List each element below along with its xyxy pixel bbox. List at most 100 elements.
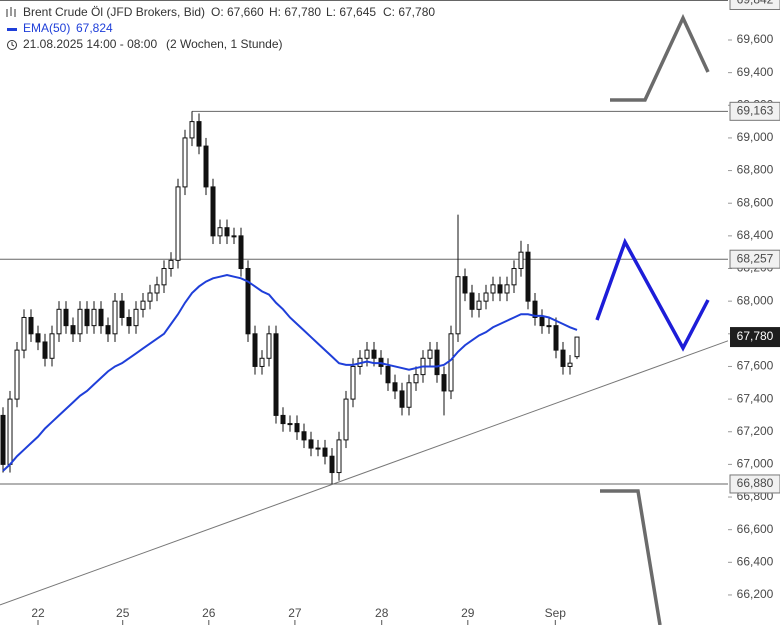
candle-body [350,365,356,400]
candle-body [294,423,300,433]
instrument-title: Brent Crude Öl (JFD Brokers, Bid) [23,5,205,19]
level-label: 69,842 [737,0,774,7]
level-label: 66,880 [737,476,774,490]
candle-body [217,227,223,237]
candle-body [105,325,111,335]
candle-body [238,235,244,270]
candle-body [406,382,412,408]
scenario-up [610,13,710,102]
candle-body [56,308,62,335]
candle-body [189,121,195,139]
x-tick-label: 28 [375,606,389,620]
candle-body [441,374,447,392]
candle-body [35,333,41,343]
last-price-label: 67,780 [737,329,774,343]
legend-value: 67,824 [76,21,113,35]
candle-body [434,349,440,376]
candle-body [154,284,160,294]
y-tick-label: 66,600 [737,522,774,536]
candle-body [63,308,69,327]
candle-body [231,235,237,238]
ohlc-open: O: 67,660 [211,5,264,19]
y-tick-label: 69,000 [737,130,774,144]
candle-body [133,308,139,327]
level-label: 68,257 [737,251,774,265]
candle-body [21,316,27,351]
candle-body [413,374,419,384]
candle-body [14,349,20,400]
ohlc-low: L: 67,645 [326,5,376,19]
candle-body [98,308,104,327]
y-tick-label: 67,600 [737,359,774,373]
x-tick-label: 25 [116,606,130,620]
candle-body [385,365,391,384]
candle-body [147,292,153,302]
level-label-box [729,0,780,10]
x-tick-label: 26 [202,606,216,620]
x-tick-label: Sep [545,606,567,620]
candle-body [462,276,468,294]
candle-body [224,227,230,237]
ema-swatch [7,28,17,31]
y-tick-label: 66,200 [737,587,774,601]
candle-body [259,357,265,367]
candle-body [161,268,167,286]
candle-body [497,284,503,294]
scenario-down [600,489,662,625]
candle-body [336,439,342,474]
candle-body [560,349,566,367]
candle-body [532,300,538,318]
x-tick-label: 29 [461,606,475,620]
chart-icon [6,7,16,17]
candle-body [483,292,489,302]
level-label-box [729,249,780,269]
candle-body [119,300,125,318]
candle-body [0,414,6,465]
scenario-arrows [595,13,710,625]
candle-body [42,341,48,359]
level-label-box [729,101,780,121]
candle-body [364,349,370,359]
candle-body [392,382,398,392]
candle-body [182,137,188,188]
plot-area [0,0,780,606]
candle-body [7,398,13,465]
level-label: 69,163 [737,103,774,117]
candle-body [196,121,202,147]
candle-body [546,325,552,328]
candle-body [175,186,181,261]
y-tick-label: 68,800 [737,163,774,177]
candle-body [469,292,475,310]
candle-body [308,439,314,449]
clock-hand [11,42,15,47]
ohlc-close: C: 67,780 [383,5,435,19]
candle-body [245,268,251,335]
candle-body [77,308,83,335]
x-tick-label: 27 [288,606,302,620]
last-price-box [730,327,780,348]
y-tick-label: 69,600 [737,32,774,46]
candle-body [273,333,279,416]
candle-body [553,325,559,351]
candle-body [112,300,118,335]
candle-body [371,349,377,359]
candle-body [511,268,517,286]
candle-body [476,300,482,310]
candle-body [287,423,293,426]
y-tick-label: 69,400 [737,65,774,79]
candle-body [126,316,132,327]
candle-body [525,251,531,302]
candle-body [301,431,307,441]
candle-body [266,333,272,359]
ema-line [2,274,578,472]
ohlc-high: H: 67,780 [269,5,321,19]
candle-body [490,284,496,294]
candle-body [567,362,573,367]
candle-body [518,251,524,270]
candle-body [210,186,216,237]
candle-body [504,284,510,294]
x-tick-label: 22 [31,606,45,620]
candle-body [399,390,405,408]
